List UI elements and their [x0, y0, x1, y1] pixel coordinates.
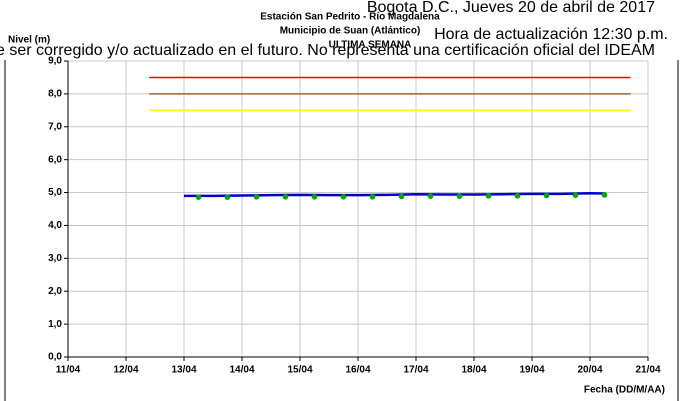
x-tick-label: 21/04: [635, 365, 660, 376]
y-tick-label: 3,0: [48, 253, 62, 264]
marker: [340, 194, 347, 200]
marker: [601, 192, 608, 198]
chart-subtitle: Municipio de Suan (Atlántico): [280, 26, 421, 37]
x-tick-label: 15/04: [287, 365, 312, 376]
y-tick-label: 4,0: [48, 220, 62, 231]
date: Bogota D.C., Jueves 20 de abril de 2017: [367, 0, 655, 16]
x-tick-label: 14/04: [229, 365, 254, 376]
marker: [543, 192, 550, 199]
y-tick-label: 0,0: [48, 352, 62, 363]
y-tick-label: 2,0: [48, 286, 62, 297]
marker: [253, 194, 260, 200]
marker: [456, 193, 463, 199]
y-tick-label: 6,0: [48, 154, 62, 165]
marker: [311, 194, 318, 200]
marker: [485, 193, 492, 199]
marker: [398, 193, 405, 200]
x-tick-label: 12/04: [113, 365, 138, 376]
x-tick-label: 11/04: [56, 365, 81, 376]
marker: [427, 193, 434, 199]
marker: [282, 194, 289, 200]
x-tick-label: 17/04: [403, 365, 428, 376]
x-tick-label: 16/04: [345, 365, 370, 376]
x-tick-label: 18/04: [461, 365, 486, 376]
updated: Hora de actualización 12:30 p.m.: [434, 26, 668, 43]
disclaimer: Este dato puede ser corregido y/o actual…: [0, 42, 655, 59]
marker: [195, 194, 202, 200]
y-axis-label: Nivel (m): [8, 35, 50, 46]
y-tick-label: 5,0: [48, 187, 62, 198]
x-tick-label: 20/04: [577, 365, 602, 376]
chart-title: Estación San Pedrito - Río Magdalena: [260, 12, 440, 23]
marker: [369, 194, 376, 200]
x-tick-label: 19/04: [519, 365, 544, 376]
x-tick-label: 13/04: [171, 365, 196, 376]
x-axis-label: Fecha (DD/M/AA): [584, 385, 665, 396]
y-tick-label: 7,0: [48, 121, 62, 132]
line: [184, 191, 605, 198]
y-tick-label: 1,0: [48, 319, 62, 330]
marker: [224, 194, 231, 200]
marker: [572, 192, 579, 198]
period: ULTIMA SEMANA: [329, 40, 412, 51]
y-tick-label: 8,0: [48, 89, 62, 100]
y-tick-label: 9,0: [48, 56, 62, 67]
marker: [514, 193, 521, 199]
